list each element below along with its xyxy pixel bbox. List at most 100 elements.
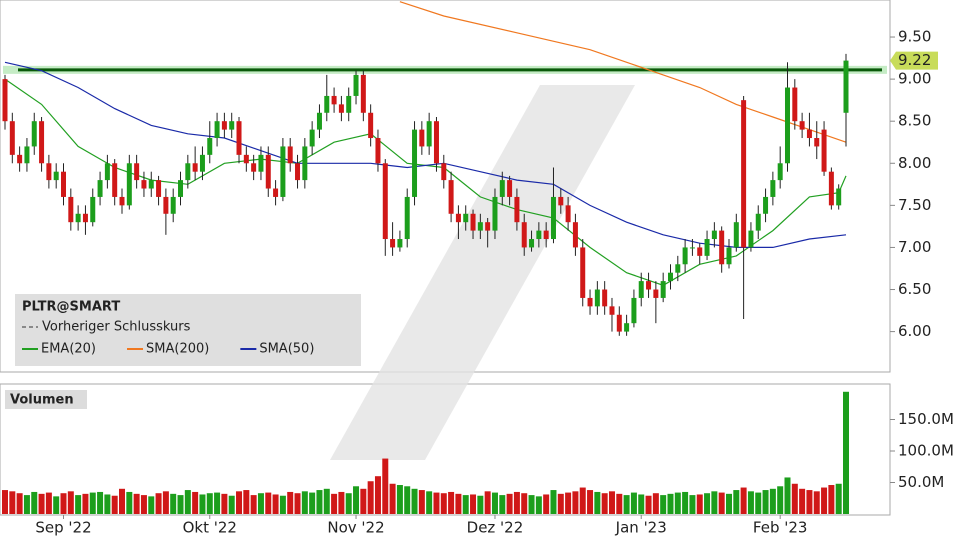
candle-body [777, 163, 783, 181]
volume-bar [236, 491, 243, 514]
candle-body [375, 138, 381, 164]
volume-bar [491, 492, 498, 514]
candle-body [448, 180, 454, 214]
candle-body [46, 163, 52, 181]
volume-bar [769, 488, 776, 514]
volume-bar [294, 493, 301, 514]
candle-body [53, 171, 59, 181]
volume-bar [316, 490, 323, 514]
candle-body [624, 323, 630, 332]
volume-bar [821, 487, 828, 514]
volume-bar [170, 493, 177, 514]
volume-bar [645, 495, 652, 514]
candle-body [221, 121, 227, 130]
volume-bar [309, 492, 316, 514]
candle-body [346, 95, 352, 113]
candle-body [477, 222, 483, 231]
x-tick-label: Nov '22 [327, 519, 384, 537]
y-tick-label: 7.00 [898, 238, 931, 256]
candle-body [39, 121, 45, 164]
volume-bar [667, 493, 674, 514]
candle-body [360, 74, 366, 113]
volume-bar [382, 458, 389, 514]
x-tick-label: Feb '23 [753, 519, 808, 537]
candle-body [75, 213, 81, 223]
candle-body [711, 230, 717, 240]
candle-body [280, 146, 286, 197]
legend-label: SMA(200) [146, 342, 209, 357]
candle-body [660, 281, 666, 298]
candle-body [192, 163, 198, 172]
y-tick-label: 8.50 [898, 112, 931, 130]
candle-body [17, 154, 23, 164]
candle-body [529, 239, 535, 248]
volume-bar [696, 494, 703, 514]
candle-body [229, 121, 235, 130]
candle-body [68, 196, 74, 223]
candle-body [697, 247, 703, 256]
candle-body [814, 138, 820, 147]
candle-body [207, 138, 213, 155]
volume-bar [360, 488, 367, 514]
volume-bar [250, 495, 257, 514]
candle-body [704, 239, 710, 256]
volume-bar [426, 491, 433, 514]
volume-bar [38, 493, 45, 514]
candle-body [741, 100, 747, 248]
candle-body [156, 180, 162, 197]
volume-bar [374, 476, 381, 514]
volume-bar [762, 490, 769, 514]
candle-body [412, 129, 418, 197]
candle-body [806, 129, 812, 139]
volume-bar [660, 495, 667, 514]
volume-bar [31, 491, 38, 514]
legend-label: SMA(50) [259, 342, 314, 357]
volume-bar [550, 490, 557, 514]
candle-body [302, 146, 308, 181]
volume-bar [587, 490, 594, 514]
candle-body [631, 297, 637, 324]
candle-body [141, 180, 147, 189]
volume-bar [791, 483, 798, 514]
volume-bar [543, 494, 550, 514]
candle-body [594, 289, 600, 307]
y-tick-label: 6.50 [898, 280, 931, 298]
volume-bar [477, 495, 484, 514]
candle-body [470, 213, 476, 231]
volume-bar [162, 491, 169, 514]
volume-bar [535, 496, 542, 514]
candle-body [836, 188, 842, 206]
candle-body [134, 163, 140, 181]
candle-body [602, 289, 608, 307]
candle-body [507, 180, 513, 197]
candle-body [295, 163, 301, 181]
candle-body [243, 154, 249, 164]
volume-bar [279, 495, 286, 514]
volume-bar [214, 492, 221, 514]
volume-bar [353, 486, 360, 514]
candle-body [733, 222, 739, 248]
y-tick-label: 9.00 [898, 70, 931, 88]
candle-body [682, 247, 688, 265]
candle-body [653, 289, 659, 298]
candle-body [646, 281, 652, 290]
volume-plot [2, 391, 849, 514]
volume-bar [704, 493, 711, 514]
volume-tick-label: 150.0M [898, 410, 954, 428]
volume-bar [411, 488, 418, 514]
candle-body [419, 129, 425, 147]
volume-bar [221, 493, 228, 514]
candle-body [214, 121, 220, 139]
candle-body [763, 196, 769, 214]
volume-bar [111, 495, 118, 514]
candle-body [492, 196, 498, 231]
x-tick-label: Okt '22 [183, 519, 237, 537]
candle-body [112, 163, 118, 197]
candle-body [258, 154, 264, 172]
candle-body [536, 230, 542, 240]
volume-label-box [5, 390, 87, 409]
candle-body [587, 297, 593, 307]
volume-bar [82, 493, 89, 514]
candle-body [397, 239, 403, 248]
volume-bar [725, 493, 732, 514]
